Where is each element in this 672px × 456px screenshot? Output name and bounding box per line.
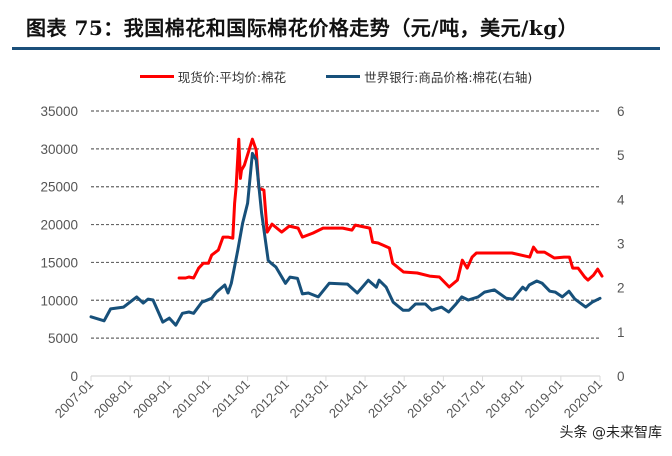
x-tick-label: 2016-01 (404, 377, 448, 421)
series-line-domestic-cotton (177, 137, 604, 289)
y-right-tick-label: 0 (617, 369, 625, 384)
y-left-tick-label: 5000 (48, 331, 78, 346)
legend-label: 现货价:平均价:棉花 (177, 70, 287, 85)
y-right-tick-label: 4 (617, 192, 625, 207)
y-left-tick-label: 10000 (40, 293, 78, 308)
y-left-tick-label: 30000 (40, 142, 78, 157)
series-line-world-bank-cotton (89, 151, 602, 327)
x-tick-label: 2017-01 (443, 377, 487, 421)
x-tick-label: 2019-01 (522, 377, 566, 421)
x-tick-label: 2012-01 (248, 377, 292, 421)
y-right-tick-label: 1 (617, 325, 625, 340)
x-tick-label: 2011-01 (209, 377, 253, 421)
y-left-tick-label: 35000 (40, 104, 78, 119)
x-tick-label: 2018-01 (482, 377, 526, 421)
x-tick-label: 2020-01 (561, 377, 605, 421)
x-tick-label: 2014-01 (326, 377, 370, 421)
y-right-tick-label: 2 (617, 281, 625, 296)
legend-label: 世界银行:商品价格:棉花(右轴) (364, 70, 533, 85)
x-tick-label: 2015-01 (365, 377, 409, 421)
x-tick-label: 2010-01 (169, 377, 213, 421)
chart-title: 图表 75：我国棉花和国际棉花价格走势（元/吨，美元/kg） (26, 16, 579, 40)
legend-swatch-red (139, 75, 174, 78)
legend-swatch-blue (326, 75, 361, 78)
x-tick-label: 2009-01 (130, 377, 174, 421)
y-left-tick-label: 25000 (40, 180, 78, 195)
legend-item-world-bank: 世界银行:商品价格:棉花(右轴) (326, 67, 532, 86)
x-tick-label: 2013-01 (287, 377, 331, 421)
y-left-tick-label: 20000 (40, 218, 78, 233)
y-left-tick-label: 0 (70, 369, 78, 384)
watermark: 头条 @未来智库 (559, 425, 662, 441)
legend: 现货价:平均价:棉花 世界银行:商品价格:棉花(右轴) (0, 66, 672, 86)
y-right-tick-label: 3 (617, 237, 625, 252)
x-tick-label: 2008-01 (91, 377, 135, 421)
y-right-tick-label: 6 (617, 104, 625, 119)
y-left-tick-label: 15000 (40, 255, 78, 270)
y-right-tick-label: 5 (617, 148, 625, 163)
legend-item-domestic: 现货价:平均价:棉花 (139, 67, 287, 86)
title-divider (12, 47, 660, 50)
